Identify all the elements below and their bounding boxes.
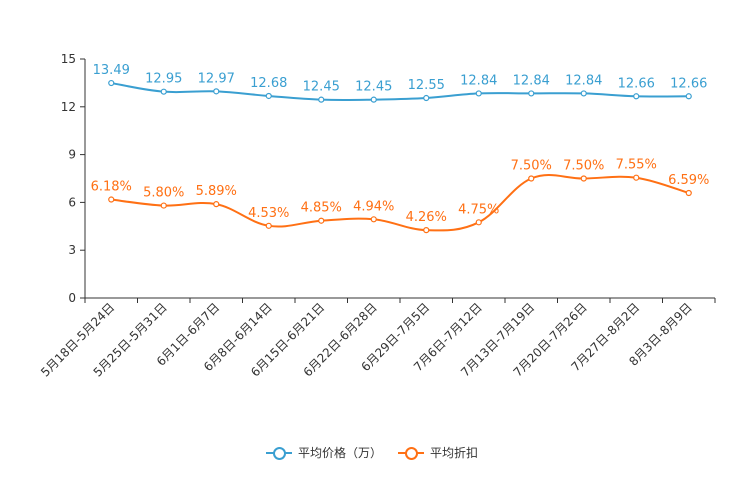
data-point: [108, 196, 115, 203]
data-point: [318, 96, 325, 103]
data-point: [160, 202, 167, 209]
data-point: [685, 93, 692, 100]
legend-discount-label: 平均折扣: [430, 446, 479, 460]
data-label: 7.50%: [511, 159, 552, 174]
data-point: [475, 90, 482, 97]
data-point: [580, 90, 587, 97]
legend-discount-line-icon: [398, 446, 424, 460]
data-point: [423, 94, 430, 102]
line-chart-plot: 036912155月18日-5月24日5月25日-5月31日6月1日-6月7日6…: [38, 52, 716, 380]
y-tick-label: 12: [61, 100, 76, 114]
data-point: [265, 222, 272, 229]
data-label: 12.84: [565, 73, 602, 88]
legend: 平均价格（万） 平均折扣: [0, 444, 744, 461]
data-point: [475, 219, 482, 226]
data-point: [633, 93, 640, 100]
data-point: [528, 90, 535, 97]
y-tick-label: 15: [61, 52, 76, 66]
data-point: [423, 227, 430, 234]
data-label: 12.84: [513, 73, 550, 88]
data-label: 7.50%: [563, 159, 604, 174]
series-line-0: [111, 82, 689, 101]
y-tick-label: 6: [68, 195, 76, 209]
y-tick-label: 0: [68, 291, 76, 305]
data-label: 12.66: [618, 76, 655, 91]
data-point: [633, 174, 640, 181]
data-label: 13.49: [93, 63, 130, 78]
data-point: [213, 88, 220, 95]
data-label: 12.68: [250, 76, 287, 91]
data-label: 6.18%: [91, 180, 132, 195]
data-point: [318, 217, 325, 224]
legend-price-label: 平均价格（万）: [297, 446, 382, 460]
data-point: [370, 216, 377, 223]
data-label: 4.85%: [301, 201, 342, 216]
legend-item-discount[interactable]: 平均折扣: [398, 444, 478, 461]
data-label: 7.55%: [616, 158, 657, 173]
legend-price-line-icon: [265, 446, 292, 460]
data-point: [685, 189, 692, 197]
data-label: 12.66: [670, 76, 707, 91]
data-point: [370, 96, 377, 103]
data-point: [265, 92, 272, 100]
data-point: [580, 175, 587, 182]
y-tick-label: 9: [68, 148, 76, 162]
series-line-1: [111, 174, 690, 232]
y-tick-label: 3: [68, 243, 76, 257]
data-label: 5.80%: [143, 186, 184, 201]
data-label: 12.45: [355, 80, 392, 95]
data-label: 6.59%: [668, 173, 709, 188]
data-point: [160, 88, 167, 95]
data-label: 5.89%: [196, 184, 237, 199]
data-label: 12.45: [303, 80, 340, 95]
data-point: [108, 79, 115, 87]
data-label: 12.97: [198, 71, 235, 86]
data-label: 4.26%: [406, 210, 447, 225]
data-label: 12.84: [460, 73, 497, 88]
data-label: 4.53%: [248, 206, 289, 221]
data-label: 4.75%: [458, 202, 499, 217]
data-label: 4.94%: [353, 199, 394, 214]
legend-item-price[interactable]: 平均价格（万）: [265, 444, 382, 461]
data-point: [528, 175, 535, 182]
data-label: 12.95: [145, 72, 182, 87]
data-label: 12.55: [408, 78, 445, 93]
data-point: [213, 201, 220, 208]
